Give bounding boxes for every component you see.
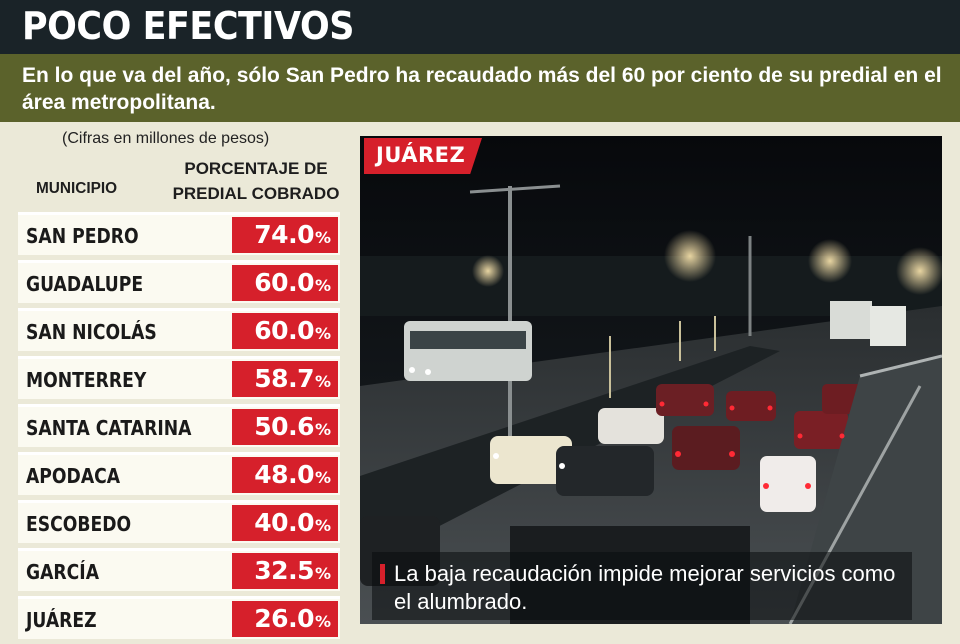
- location-tag: JUÁREZ: [364, 138, 482, 174]
- municipio-name: SAN NICOLÁS: [26, 320, 157, 344]
- percentage-unit: %: [314, 468, 331, 487]
- table-row: SAN NICOLÁS 60.0%: [18, 308, 340, 351]
- municipio-name: APODACA: [26, 464, 121, 488]
- percentage-cell: 48.0%: [232, 457, 338, 493]
- municipio-name: GARCÍA: [26, 560, 100, 584]
- municipio-name: ESCOBEDO: [26, 512, 132, 536]
- page-title: POCO EFECTIVOS: [22, 4, 354, 48]
- percentage-unit: %: [314, 372, 331, 391]
- percentage-unit: %: [314, 276, 331, 295]
- table-row: GUADALUPE 60.0%: [18, 260, 340, 303]
- table-row: MONTERREY 58.7%: [18, 356, 340, 399]
- percentage-cell: 32.5%: [232, 553, 338, 589]
- percentage-value: 50.6: [254, 412, 314, 441]
- percentage-value: 48.0: [254, 460, 314, 489]
- night-street-illustration: [360, 136, 942, 624]
- table-row: APODACA 48.0%: [18, 452, 340, 495]
- subtitle-bar: [0, 54, 960, 122]
- municipio-name: GUADALUPE: [26, 272, 144, 296]
- percentage-cell: 74.0%: [232, 217, 338, 253]
- municipio-name: SAN PEDRO: [26, 224, 139, 248]
- photo-juarez-traffic: [360, 136, 942, 624]
- percentage-value: 58.7: [254, 364, 314, 393]
- municipio-name: SANTA CATARINA: [26, 416, 192, 440]
- percentage-value: 26.0: [254, 604, 314, 633]
- caption-marker: [380, 564, 385, 584]
- column-header-porcentaje: PORCENTAJE DE PREDIAL COBRADO: [166, 156, 346, 206]
- percentage-value: 60.0: [254, 316, 314, 345]
- percentage-value: 60.0: [254, 268, 314, 297]
- column-header-porcentaje-line1: PORCENTAJE DE: [184, 159, 328, 178]
- percentage-unit: %: [314, 228, 331, 247]
- percentage-unit: %: [314, 420, 331, 439]
- table-row: JUÁREZ 26.0%: [18, 596, 340, 639]
- municipio-name: MONTERREY: [26, 368, 147, 392]
- percentage-cell: 60.0%: [232, 313, 338, 349]
- column-header-municipio: MUNICIPIO: [36, 180, 118, 197]
- percentage-cell: 26.0%: [232, 601, 338, 637]
- percentage-unit: %: [314, 564, 331, 583]
- percentage-value: 32.5: [254, 556, 314, 585]
- percentage-cell: 58.7%: [232, 361, 338, 397]
- location-tag-label: JUÁREZ: [376, 143, 466, 167]
- title-bar: [0, 0, 960, 54]
- units-note: (Cifras en millones de pesos): [62, 130, 270, 147]
- table-row: SAN PEDRO 74.0%: [18, 212, 340, 255]
- percentage-cell: 50.6%: [232, 409, 338, 445]
- percentage-unit: %: [314, 516, 331, 535]
- page-subtitle: En lo que va del año, sólo San Pedro ha …: [22, 64, 942, 114]
- data-table: SAN PEDRO 74.0% GUADALUPE 60.0% SAN NICOLÁS 6…: [18, 212, 340, 644]
- percentage-unit: %: [314, 324, 331, 343]
- percentage-value: 40.0: [254, 508, 314, 537]
- percentage-unit: %: [314, 612, 331, 631]
- percentage-cell: 60.0%: [232, 265, 338, 301]
- photo-caption: La baja recaudación impide mejorar servi…: [394, 561, 896, 614]
- table-row: SANTA CATARINA 50.6%: [18, 404, 340, 447]
- percentage-value: 74.0: [254, 220, 314, 249]
- percentage-cell: 40.0%: [232, 505, 338, 541]
- table-row: ESCOBEDO 40.0%: [18, 500, 340, 543]
- column-header-porcentaje-line2: PREDIAL COBRADO: [172, 184, 340, 203]
- municipio-name: JUÁREZ: [26, 608, 97, 632]
- photo-caption-box: [372, 552, 912, 620]
- table-row: GARCÍA 32.5%: [18, 548, 340, 591]
